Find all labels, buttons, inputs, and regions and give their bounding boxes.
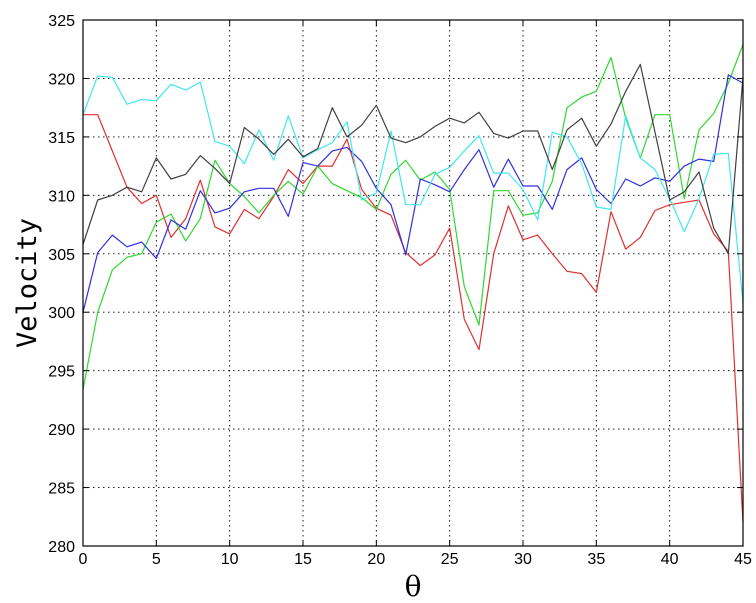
x-tick-label: 20 (367, 551, 385, 568)
tick-labels: 0 5 10 15 20 25 30 35 40 45 280 285 290 295 300 305 310 3… (48, 13, 752, 568)
x-tick-label: 10 (221, 551, 239, 568)
series-line-4 (82, 75, 744, 303)
y-tick-label: 310 (48, 188, 75, 205)
tick-marks (82, 19, 744, 547)
x-tick-label: 30 (514, 551, 532, 568)
grid-lines (83, 20, 743, 546)
x-tick-label: 35 (587, 551, 605, 568)
plot-frame (82, 19, 744, 547)
y-tick-label: 295 (48, 364, 75, 381)
y-tick-label: 300 (48, 305, 75, 322)
series-line-3 (82, 74, 744, 313)
x-tick-label: 25 (441, 551, 459, 568)
x-tick-label: 15 (294, 551, 312, 568)
x-tick-label: 5 (152, 551, 161, 568)
y-tick-label: 325 (48, 13, 75, 30)
y-tick-label: 320 (48, 71, 75, 88)
x-tick-label: 45 (734, 551, 752, 568)
y-tick-label: 305 (48, 247, 75, 264)
y-tick-label: 290 (48, 422, 75, 439)
x-axis-label: θ (405, 570, 422, 603)
y-axis-label: Velocity (12, 218, 43, 348)
x-tick-label: 0 (79, 551, 88, 568)
y-tick-label: 285 (48, 481, 75, 498)
y-tick-label: 315 (48, 130, 75, 147)
series-lines (82, 44, 744, 523)
series-line-5 (82, 63, 744, 255)
y-tick-label: 280 (48, 539, 75, 556)
series-line-1 (83, 114, 744, 523)
x-tick-label: 40 (661, 551, 679, 568)
